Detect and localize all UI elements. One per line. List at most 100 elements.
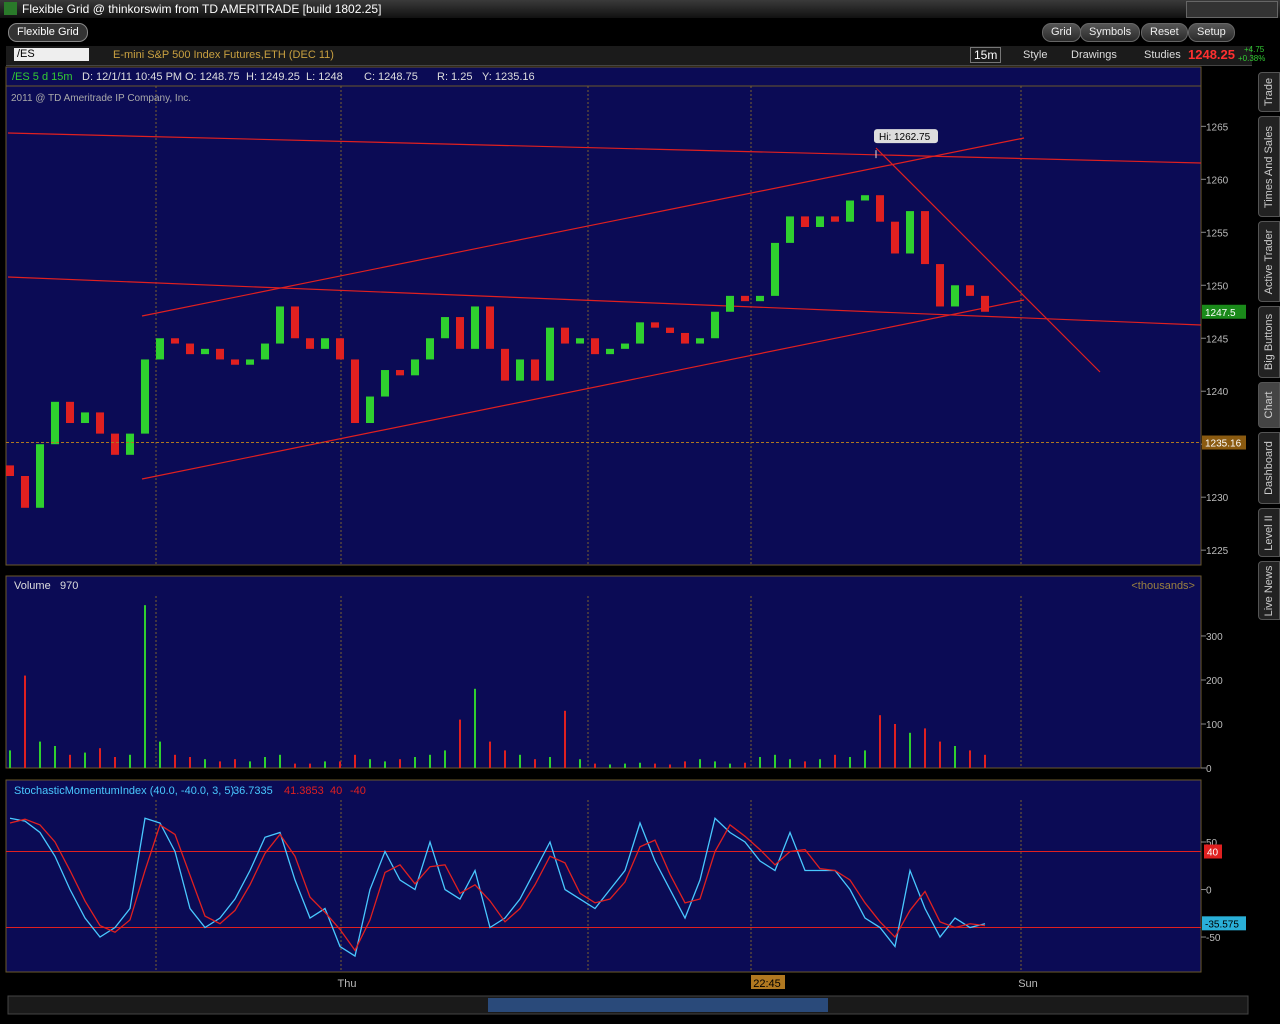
candle bbox=[981, 295, 989, 312]
volume-bar bbox=[864, 750, 866, 768]
volume-bar bbox=[144, 605, 146, 768]
volume-bar bbox=[909, 732, 911, 768]
candle bbox=[6, 465, 14, 476]
smi-readout: -40 bbox=[350, 785, 366, 797]
description: E-mini S&P 500 Index Futures,ETH (DEC 11… bbox=[113, 49, 334, 61]
candle bbox=[471, 306, 479, 349]
window-controls[interactable] bbox=[1186, 1, 1278, 18]
candle bbox=[21, 475, 29, 508]
y-tick-label: 100 bbox=[1206, 720, 1223, 731]
smi-panel bbox=[5, 779, 1202, 973]
volume-bar bbox=[159, 741, 161, 768]
volume-bar bbox=[414, 756, 416, 768]
candle bbox=[66, 401, 74, 424]
candle bbox=[696, 338, 704, 344]
y-tick-label: 1225 bbox=[1206, 546, 1229, 557]
sidebar-tab[interactable]: Big Buttons bbox=[1258, 306, 1280, 378]
volume-bar bbox=[984, 754, 986, 768]
sidebar-tab[interactable]: Times And Sales bbox=[1258, 116, 1280, 217]
volume-bar bbox=[609, 764, 611, 768]
volume-units: <thousands> bbox=[1131, 580, 1195, 592]
volume-bar bbox=[354, 754, 356, 768]
candle bbox=[651, 322, 659, 328]
scroll-thumb[interactable] bbox=[488, 998, 828, 1012]
studies-button[interactable]: Studies bbox=[1144, 49, 1181, 61]
volume-bar bbox=[9, 750, 11, 768]
sidebar-tab[interactable]: Level II bbox=[1258, 508, 1280, 557]
drawings-button[interactable]: Drawings bbox=[1071, 49, 1117, 61]
volume-bar bbox=[189, 756, 191, 768]
change: +4.75 bbox=[1244, 45, 1265, 54]
volume-bar bbox=[789, 759, 791, 768]
trendline bbox=[141, 137, 1025, 317]
sidebar-tab[interactable]: Active Trader bbox=[1258, 221, 1280, 302]
trendline bbox=[7, 276, 1201, 326]
candle bbox=[846, 200, 854, 222]
volume-bar bbox=[564, 710, 566, 768]
y-tick-label: 300 bbox=[1206, 632, 1223, 643]
candle bbox=[156, 338, 164, 360]
volume-bar bbox=[219, 761, 221, 768]
candle bbox=[546, 327, 554, 381]
candle bbox=[381, 370, 389, 397]
volume-bar bbox=[894, 723, 896, 768]
volume-bar bbox=[324, 761, 326, 768]
candle bbox=[96, 412, 104, 434]
volume-bar bbox=[39, 741, 41, 768]
candle bbox=[741, 295, 749, 302]
smi-readout: 41.3853 bbox=[284, 785, 324, 797]
y-tick-label: 1260 bbox=[1206, 175, 1229, 186]
price-series bbox=[6, 195, 989, 508]
candle bbox=[321, 338, 329, 349]
window-title: Flexible Grid @ thinkorswim from TD AMER… bbox=[22, 2, 382, 16]
candle bbox=[801, 216, 809, 227]
candle bbox=[621, 343, 629, 349]
sidebar-tab[interactable]: Dashboard bbox=[1258, 432, 1280, 504]
aggregation[interactable]: 15m bbox=[970, 47, 1002, 63]
toolbar-button[interactable]: Reset bbox=[1141, 23, 1188, 42]
volume-bar bbox=[939, 741, 941, 768]
toolbar-button[interactable]: Symbols bbox=[1080, 23, 1141, 42]
candle bbox=[426, 338, 434, 360]
sidebar-tab[interactable]: Chart bbox=[1258, 382, 1280, 428]
price-marker: 1235.16 bbox=[1205, 439, 1242, 450]
volume-bar bbox=[954, 745, 956, 768]
candle bbox=[936, 264, 944, 307]
volume-bar bbox=[699, 759, 701, 768]
candle bbox=[216, 348, 224, 360]
toolbar-button[interactable]: Setup bbox=[1188, 23, 1235, 42]
volume-bar bbox=[969, 750, 971, 768]
volume-bar bbox=[459, 719, 461, 768]
volume-bar bbox=[519, 754, 521, 768]
symbol-box[interactable]: /ES bbox=[14, 48, 89, 61]
chart-header: /ES E-mini S&P 500 Index Futures,ETH (DE… bbox=[6, 45, 1265, 66]
info-field: L: 1248 bbox=[306, 71, 343, 83]
volume-bar bbox=[369, 759, 371, 768]
trendlines bbox=[7, 132, 1201, 480]
sidebar-tab[interactable]: Live News bbox=[1258, 561, 1280, 620]
y-tick-label: 0 bbox=[1206, 764, 1212, 775]
candle bbox=[816, 216, 824, 227]
style-button[interactable]: Style bbox=[1023, 49, 1048, 61]
y-tick-label: 1240 bbox=[1206, 387, 1229, 398]
sidebar-tab[interactable]: Trade bbox=[1258, 72, 1280, 112]
candle bbox=[141, 359, 149, 434]
price-marker: 1247.5 bbox=[1205, 308, 1236, 319]
volume-bar bbox=[714, 761, 716, 768]
candle bbox=[51, 401, 59, 445]
volume-panel bbox=[5, 575, 1202, 769]
sidebar-tab-label: Times And Sales bbox=[1263, 125, 1275, 208]
volume-bar bbox=[129, 754, 131, 768]
volume-bar bbox=[879, 715, 881, 768]
sidebar-tab-label: Live News bbox=[1263, 565, 1275, 616]
info-field: R: 1.25 bbox=[437, 71, 472, 83]
sidebar-tab-label: Dashboard bbox=[1263, 441, 1275, 495]
smi-readout: 40 bbox=[330, 785, 342, 797]
y-tick-label: 50 bbox=[1206, 838, 1218, 849]
copyright: 2011 @ TD Ameritrade IP Company, Inc. bbox=[11, 93, 191, 104]
volume-bar bbox=[549, 756, 551, 768]
volume-bar bbox=[774, 754, 776, 768]
smi-marker-box bbox=[1202, 916, 1246, 931]
tab[interactable]: Flexible Grid bbox=[8, 23, 88, 42]
candle bbox=[711, 311, 719, 339]
